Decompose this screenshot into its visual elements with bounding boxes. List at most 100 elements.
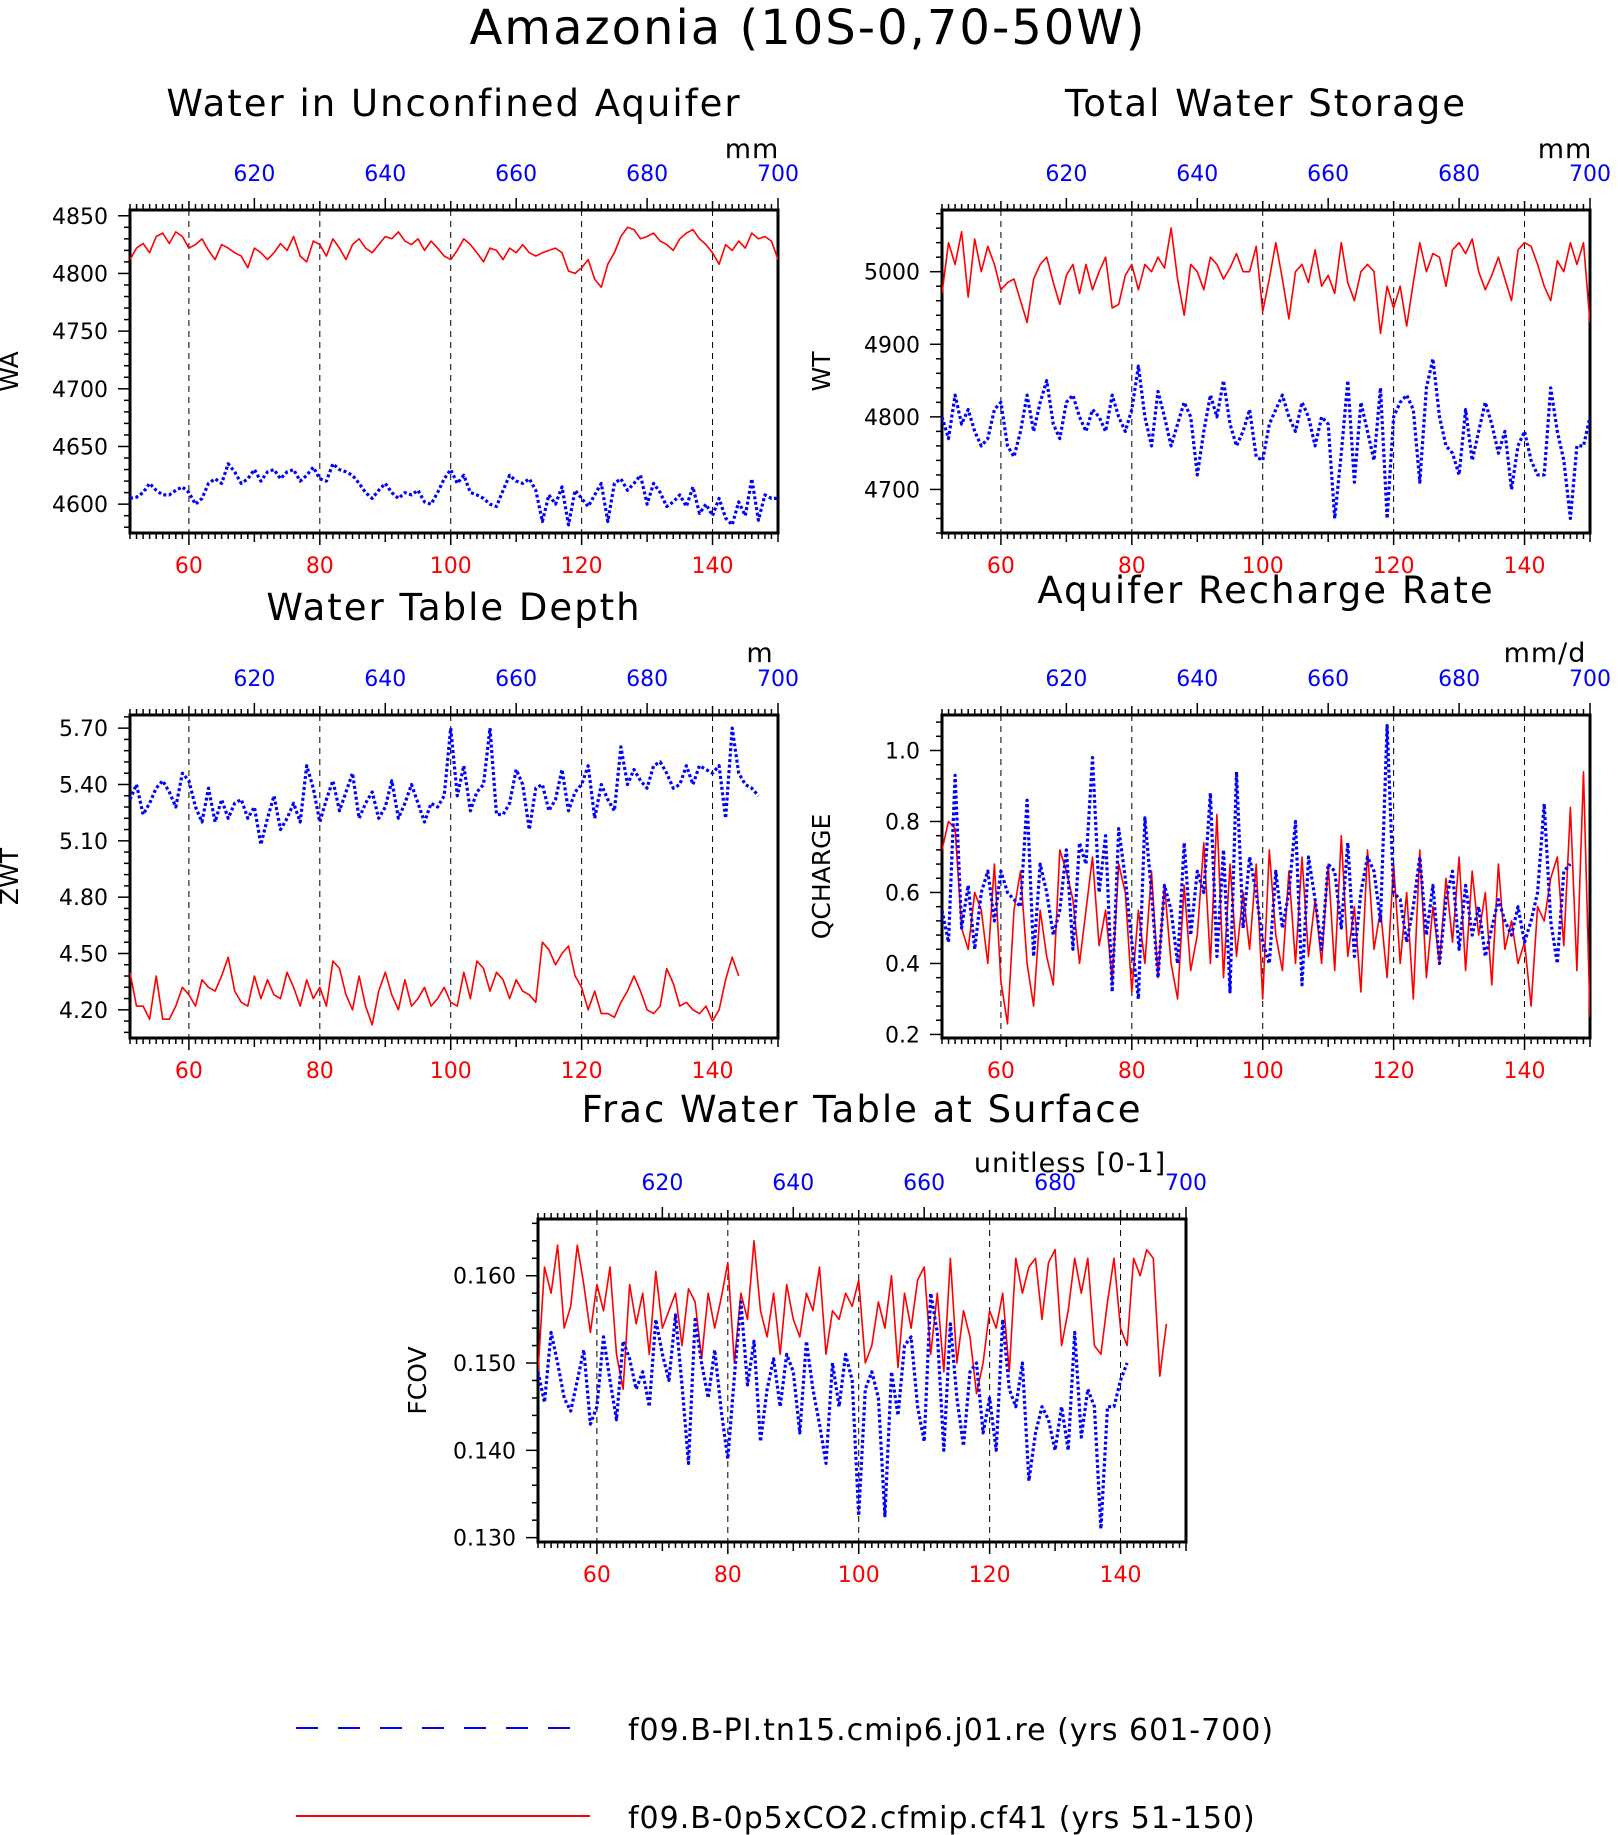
y-tick-label: 1.0	[885, 739, 920, 764]
units-label: mm	[1538, 134, 1593, 165]
x-tick-label-top: 620	[1045, 162, 1087, 187]
series-line-0p5xco2	[942, 227, 1590, 335]
x-tick-label-top: 700	[757, 667, 799, 692]
y-tick-label: 4800	[864, 406, 920, 431]
x-tick-label-bottom: 100	[838, 1563, 880, 1588]
x-tick-label-bottom: 120	[561, 554, 603, 579]
x-tick-label-top: 680	[1438, 667, 1480, 692]
panels: Water in Unconfined Aquifer mm 60 80 100 120 1…	[0, 82, 1611, 1588]
y-tick-label: 4700	[864, 478, 920, 503]
plot-frame	[128, 713, 780, 1040]
y-tick-label: 0.2	[885, 1023, 920, 1048]
series-line-pi	[130, 462, 778, 527]
x-tick-label-top: 700	[757, 162, 799, 187]
panel-qcharge: Aquifer Recharge Rate mm/d 60 80 100 120 140 62…	[807, 569, 1611, 1084]
series-line-0p5xco2	[130, 226, 778, 289]
x-tick-label-bottom: 100	[430, 554, 472, 579]
y-tick-label: 5000	[864, 261, 920, 286]
x-tick-label-top: 620	[233, 162, 275, 187]
x-tick-label-bottom: 140	[692, 554, 734, 579]
series-line-pi	[942, 357, 1590, 521]
units-label: mm	[725, 134, 780, 165]
panel-zwt: Water Table Depth m 60 80 100 120 140 620 640 660…	[0, 586, 799, 1084]
panel-title: Aquifer Recharge Rate	[1037, 569, 1494, 612]
x-tick-label-top: 620	[641, 1171, 683, 1196]
y-axis-label: FCOV	[403, 1346, 432, 1414]
y-tick-label: 4.80	[59, 886, 108, 911]
x-tick-label-bottom: 80	[714, 1563, 742, 1588]
y-tick-label: 0.140	[453, 1439, 516, 1464]
y-tick-label: 4.20	[59, 999, 108, 1024]
y-tick-label: 0.6	[885, 881, 920, 906]
series-line-pi	[130, 726, 760, 847]
plot-frame	[128, 208, 780, 535]
y-tick-label: 4.50	[59, 942, 108, 967]
x-tick-label-top: 640	[364, 162, 406, 187]
y-tick-label: 0.130	[453, 1527, 516, 1552]
y-tick-label: 4700	[52, 378, 108, 403]
x-tick-label-bottom: 60	[175, 1059, 203, 1084]
x-tick-label-bottom: 80	[306, 1059, 334, 1084]
panel-title: Water Table Depth	[266, 586, 641, 629]
y-tick-label: 4900	[864, 333, 920, 358]
x-tick-label-bottom: 60	[583, 1563, 611, 1588]
x-tick-label-bottom: 80	[306, 554, 334, 579]
y-tick-label: 4850	[52, 205, 108, 230]
x-tick-label-top: 680	[1438, 162, 1480, 187]
panel-fcov: Frac Water Table at Surface unitless [0-1…	[403, 1088, 1207, 1588]
panel-title: Water in Unconfined Aquifer	[166, 82, 741, 125]
panel-wt: Total Water Storage mm 60 80 100 120 140 620 640…	[807, 82, 1611, 579]
x-tick-label-top: 660	[1307, 667, 1349, 692]
units-label: unitless [0-1]	[974, 1148, 1166, 1179]
series-line-0p5xco2	[130, 941, 740, 1026]
x-tick-label-top: 620	[1045, 667, 1087, 692]
y-tick-label: 0.8	[885, 810, 920, 835]
x-tick-label-bottom: 140	[1504, 1059, 1546, 1084]
series-line-0p5xco2	[538, 1240, 1168, 1395]
plot-frame	[940, 713, 1592, 1040]
x-tick-label-bottom: 120	[561, 1059, 603, 1084]
figure-title: Amazonia (10S-0,70-50W)	[469, 0, 1146, 56]
x-tick-label-top: 700	[1569, 162, 1611, 187]
panel-title: Frac Water Table at Surface	[581, 1088, 1142, 1131]
x-tick-label-top: 640	[1176, 162, 1218, 187]
legend-label-pi: f09.B-PI.tn15.cmip6.j01.re (yrs 601-700)	[628, 1713, 1274, 1748]
series-line-pi	[942, 723, 1572, 1001]
legend-label-0p5xco2: f09.B-0p5xCO2.cfmip.cf41 (yrs 51-150)	[628, 1801, 1256, 1835]
y-tick-label: 5.70	[59, 717, 108, 742]
x-tick-label-bottom: 100	[1242, 554, 1284, 579]
x-tick-label-top: 680	[626, 162, 668, 187]
x-tick-label-bottom: 100	[430, 1059, 472, 1084]
y-tick-label: 4750	[52, 320, 108, 345]
y-tick-label: 4600	[52, 493, 108, 518]
x-tick-label-bottom: 60	[987, 554, 1015, 579]
x-tick-label-top: 660	[903, 1171, 945, 1196]
y-tick-label: 0.4	[885, 952, 920, 977]
x-tick-label-top: 640	[772, 1171, 814, 1196]
panel-title: Total Water Storage	[1064, 82, 1467, 125]
x-tick-label-bottom: 60	[175, 554, 203, 579]
x-tick-label-top: 700	[1569, 667, 1611, 692]
y-axis-label: WA	[0, 351, 24, 391]
units-label: m	[746, 638, 773, 669]
x-tick-label-top: 660	[1307, 162, 1349, 187]
x-tick-label-bottom: 140	[692, 1059, 734, 1084]
x-tick-label-bottom: 80	[1118, 554, 1146, 579]
y-axis-label: WT	[807, 351, 836, 392]
y-tick-label: 4800	[52, 262, 108, 287]
x-tick-label-bottom: 120	[969, 1563, 1011, 1588]
panel-wa: Water in Unconfined Aquifer mm 60 80 100 120 1…	[0, 82, 799, 579]
y-axis-label: ZWT	[0, 847, 24, 905]
y-tick-label: 5.40	[59, 773, 108, 798]
x-tick-label-top: 640	[1176, 667, 1218, 692]
x-tick-label-top: 680	[1034, 1171, 1076, 1196]
x-tick-label-top: 680	[626, 667, 668, 692]
legend: f09.B-PI.tn15.cmip6.j01.re (yrs 601-700)…	[296, 1713, 1274, 1835]
x-tick-label-bottom: 120	[1373, 554, 1415, 579]
y-tick-label: 0.150	[453, 1352, 516, 1377]
x-tick-label-top: 660	[495, 667, 537, 692]
x-tick-label-bottom: 80	[1118, 1059, 1146, 1084]
x-tick-label-bottom: 120	[1373, 1059, 1415, 1084]
x-tick-label-top: 660	[495, 162, 537, 187]
